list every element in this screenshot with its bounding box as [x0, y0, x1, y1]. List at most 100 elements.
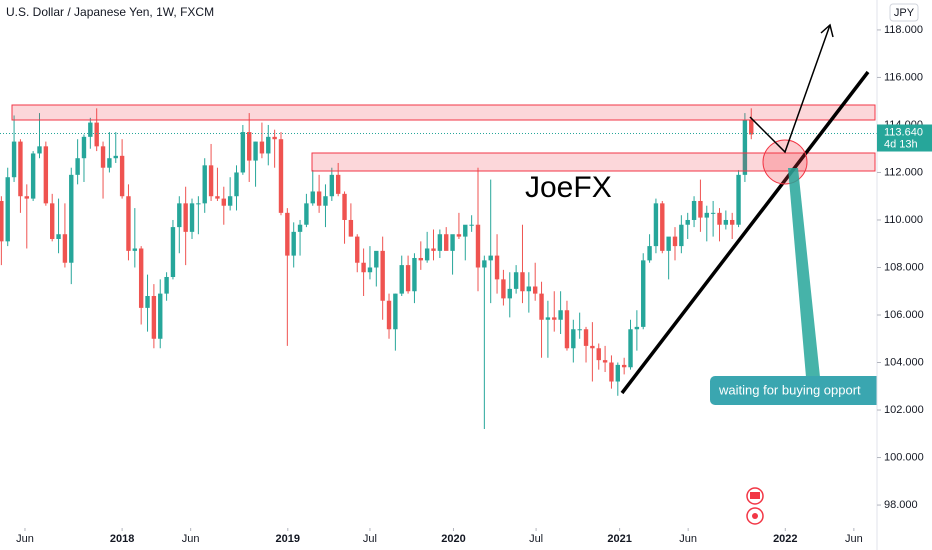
candle-body [100, 146, 106, 168]
candle-body [355, 236, 360, 263]
x-tick-label: Jun [16, 533, 34, 545]
candle-body [501, 279, 506, 299]
candle-body [545, 317, 551, 320]
x-tick-label: Jul [363, 533, 377, 545]
candle-body [43, 146, 49, 204]
callout-pointer [788, 168, 820, 377]
candle-body [5, 177, 10, 242]
candle-body [348, 219, 354, 237]
candle-body [412, 257, 417, 292]
candle-body [272, 136, 277, 140]
candle-body [247, 132, 252, 161]
candle-body [526, 286, 532, 292]
candle-body [386, 300, 392, 330]
candle-body [310, 191, 315, 204]
candle-body [253, 141, 258, 161]
candle-body [520, 272, 525, 292]
candle-body [69, 174, 74, 263]
candle-body [75, 158, 80, 175]
candle-body [532, 286, 538, 294]
candle-body [660, 203, 665, 251]
event-dot [752, 513, 758, 519]
candle-body [183, 203, 188, 232]
candle-body [18, 141, 23, 197]
currency-label: JPY [894, 7, 915, 19]
arrow-head [820, 23, 834, 38]
candle-body [158, 293, 163, 339]
candle-body [621, 364, 627, 368]
currency-button[interactable] [889, 3, 919, 22]
candle-body [463, 224, 468, 237]
event-flag [750, 492, 760, 499]
candle-body [717, 212, 722, 225]
x-tick-label: 2020 [441, 533, 465, 545]
candle-body [196, 203, 201, 205]
candle-body [437, 234, 443, 251]
candle-body [723, 219, 729, 225]
candle-body [691, 200, 697, 220]
target-circle [762, 139, 808, 185]
candle-body [602, 360, 608, 363]
candle-body [672, 236, 678, 247]
y-tick-label: 116.000 [884, 71, 923, 83]
y-tick-label: 104.000 [884, 356, 924, 368]
candle-body [405, 265, 411, 292]
candle-body [609, 362, 614, 382]
x-tick-label: Jul [529, 533, 543, 545]
y-tick-label: 100.000 [884, 451, 924, 463]
candle-body [469, 224, 474, 226]
candle-body [482, 260, 487, 268]
candle-body [304, 203, 309, 225]
candle-body [50, 203, 55, 239]
candle-body [240, 132, 246, 173]
candle-body [418, 257, 423, 261]
candle-body [698, 200, 703, 218]
y-tick-label: 98.000 [884, 499, 918, 511]
candle-body [30, 153, 36, 199]
candle-body [323, 196, 328, 206]
candle-body [558, 310, 563, 320]
candle-body [431, 248, 436, 251]
candle-body [653, 203, 659, 247]
candle-body [266, 136, 271, 154]
countdown-label: 4d 13h [884, 138, 918, 150]
candle-body [297, 224, 303, 232]
y-tick-label: 110.000 [884, 214, 923, 226]
candle-body [704, 212, 709, 218]
last-price-label: 113.640 [884, 126, 923, 138]
x-tick-label: Jun [679, 533, 697, 545]
candle-body [361, 262, 366, 273]
candle-body [577, 329, 582, 331]
projection-arrow [749, 24, 831, 154]
candle-body [685, 219, 690, 225]
candle-body [507, 288, 512, 299]
support-zone [311, 152, 876, 172]
candle-body [335, 174, 341, 194]
candle-body [736, 174, 741, 225]
trend-line [620, 70, 870, 395]
candle-body [316, 191, 322, 206]
candle-body [456, 234, 462, 237]
candle-body [62, 234, 68, 263]
candle-body [119, 155, 125, 197]
candle-body [0, 200, 4, 242]
candle-body [641, 260, 646, 327]
candle-body [679, 224, 684, 247]
x-tick-label: 2022 [773, 533, 797, 545]
candle-body [24, 196, 29, 199]
y-tick-label: 118.000 [884, 24, 923, 36]
candle-body [113, 155, 118, 159]
candle-body [11, 141, 17, 178]
candle-body [513, 272, 519, 289]
candle-body [202, 165, 207, 204]
candle-body [278, 139, 284, 213]
x-tick-label: 2021 [607, 533, 631, 545]
callout-text: waiting for buying opport [718, 382, 861, 397]
candle-body [329, 174, 335, 197]
candle-body [583, 329, 589, 346]
candle-body [596, 348, 601, 361]
candle-body [571, 329, 576, 349]
y-tick-label: 106.000 [884, 309, 924, 321]
